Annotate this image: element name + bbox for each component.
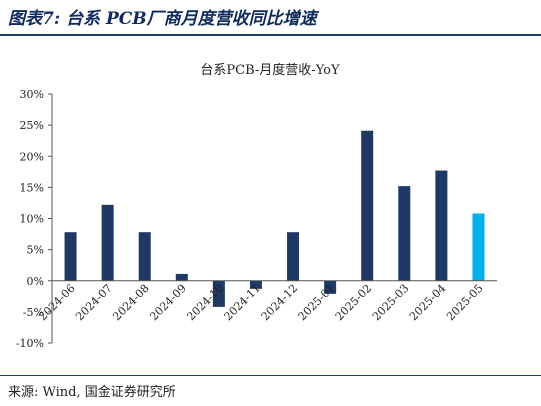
bar-2024-06 xyxy=(64,232,77,281)
bar-2024-12 xyxy=(287,232,300,281)
x-tick-label: 2024-07 xyxy=(73,282,115,324)
x-tick-label: 2025-01 xyxy=(296,282,338,324)
source-note: 来源: Wind, 国金证券研究所 xyxy=(8,385,176,400)
x-tick-label: 2024-12 xyxy=(259,282,301,324)
x-tick-label: 2024-11 xyxy=(222,282,264,324)
y-tick-label: -10% xyxy=(16,337,44,350)
figure-title: 图表7: 台系 PCB厂商月度营收同比增速 xyxy=(8,9,317,29)
x-tick-label: 2025-04 xyxy=(407,282,449,324)
bar-chart: 台系PCB-月度营收-YoY -10% -5% 0% 5% 10% 15% 20% 25% 30… xyxy=(16,62,497,350)
y-tick-label: 10% xyxy=(20,213,44,226)
bar-2025-04 xyxy=(435,170,448,281)
x-tick-label: 2025-03 xyxy=(370,282,412,324)
bar-2024-08 xyxy=(138,232,151,281)
source-divider xyxy=(0,375,541,376)
bar-2024-10 xyxy=(212,280,225,307)
y-tick-label: 0% xyxy=(27,275,44,288)
bar-2025-02 xyxy=(361,130,374,281)
bar-2025-05 xyxy=(472,213,485,281)
y-tick-label: 20% xyxy=(20,150,44,163)
x-tick-label: 2025-02 xyxy=(333,282,375,324)
bar-2025-01 xyxy=(324,280,337,294)
y-tick-label: -5% xyxy=(23,306,44,319)
bars xyxy=(64,130,485,307)
bar-2024-11 xyxy=(249,280,262,289)
y-tick-label: 15% xyxy=(20,181,44,194)
bar-2024-09 xyxy=(175,273,188,281)
bar-2025-03 xyxy=(398,186,411,281)
x-tick-label: 2024-06 xyxy=(36,282,78,324)
x-axis: 2024-062024-072024-082024-092024-102024-… xyxy=(36,280,497,324)
chart-title: 台系PCB-月度营收-YoY xyxy=(200,62,340,78)
y-tick-label: 5% xyxy=(27,244,44,257)
x-tick-label: 2025-05 xyxy=(444,282,486,324)
y-tick-label: 25% xyxy=(20,119,44,132)
title-divider xyxy=(0,34,541,36)
x-tick-label: 2024-09 xyxy=(147,282,189,324)
x-tick-label: 2024-08 xyxy=(110,282,152,324)
y-tick-label: 30% xyxy=(20,88,44,101)
y-axis: -10% -5% 0% 5% 10% 15% 20% 25% 30% xyxy=(16,88,53,350)
bar-2024-07 xyxy=(101,204,114,281)
